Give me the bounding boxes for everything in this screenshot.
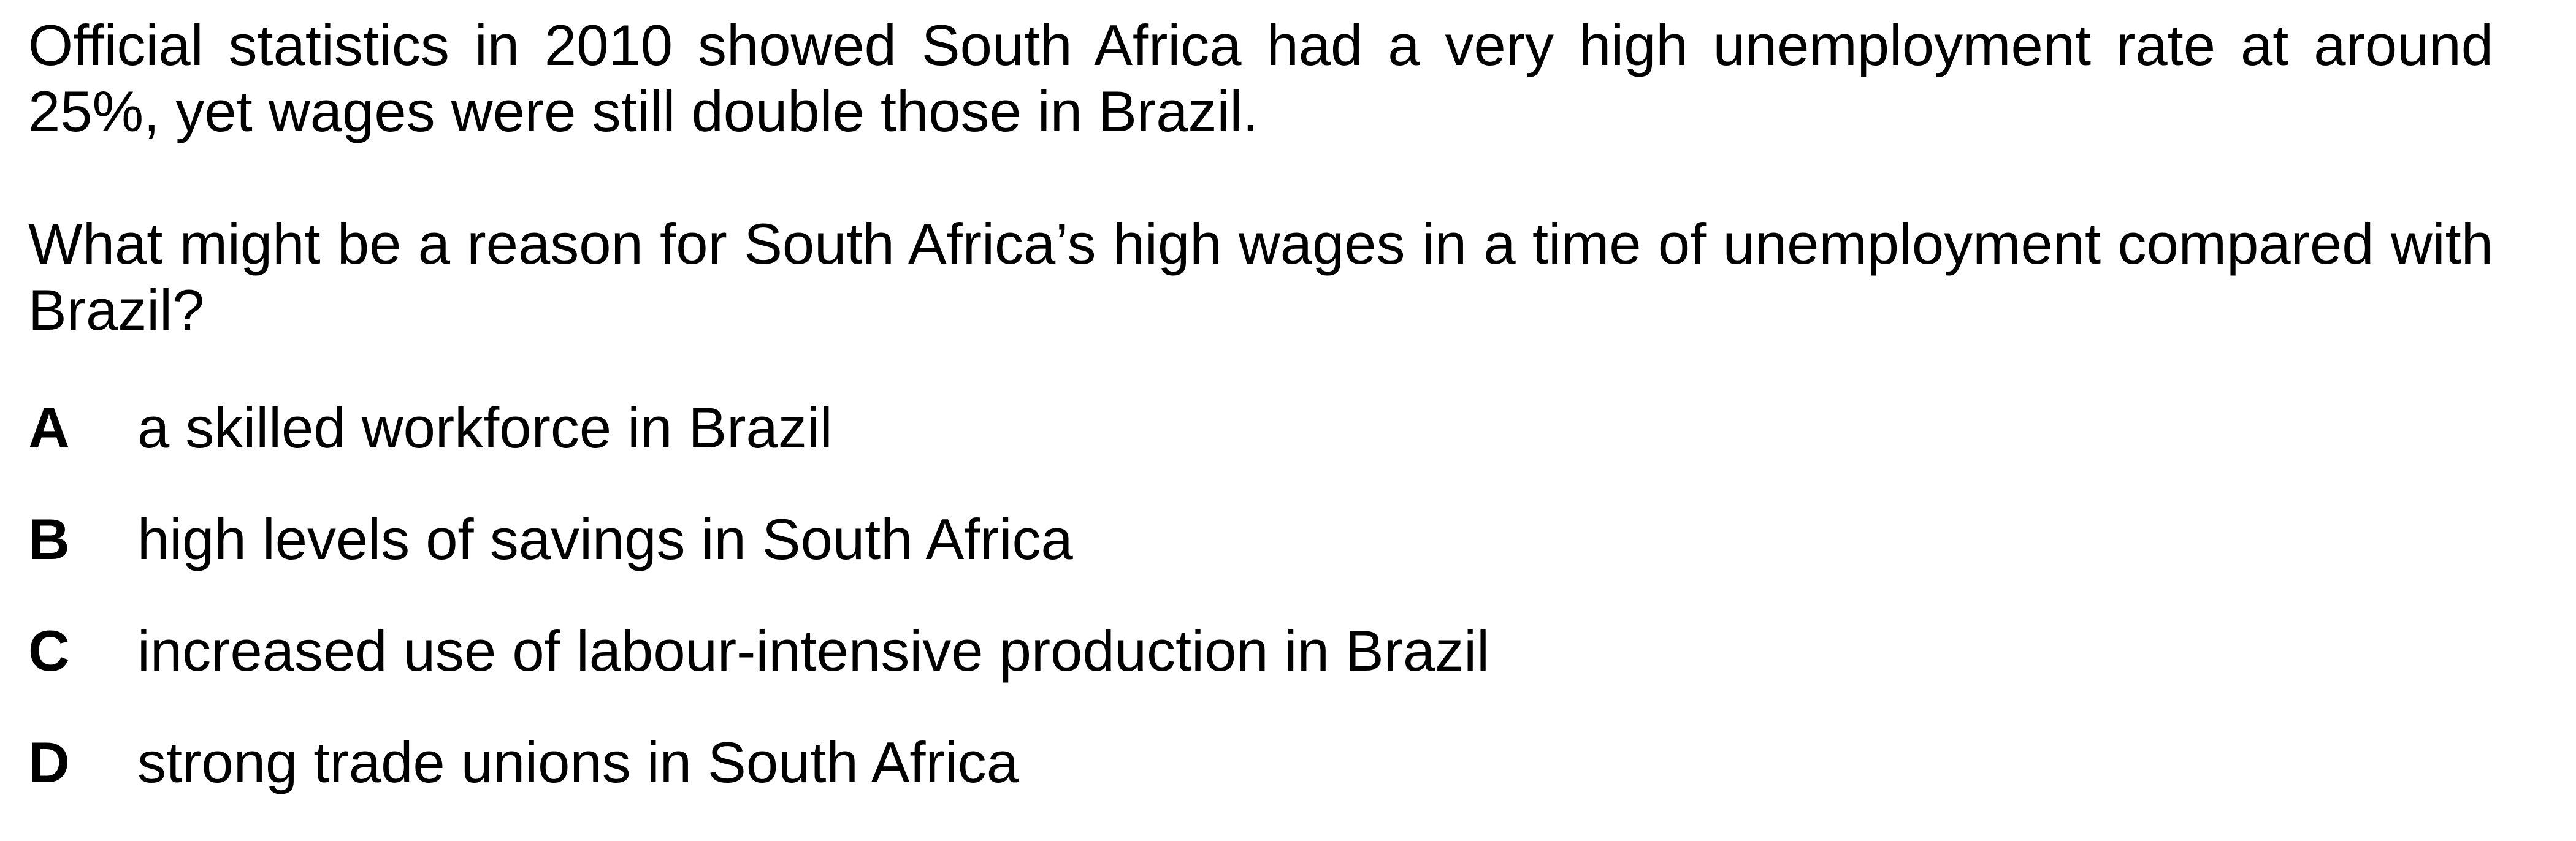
option-letter: C xyxy=(28,618,70,683)
option-letter: B xyxy=(28,507,70,571)
option-c: C increased use of labour-intensive prod… xyxy=(28,618,2493,729)
option-text: high levels of savings in South Africa xyxy=(137,507,1073,571)
option-a: A a skilled workforce in Brazil xyxy=(28,395,2493,506)
option-text: a skilled workforce in Brazil xyxy=(137,395,833,460)
option-text: strong trade unions in South Africa xyxy=(137,730,1019,794)
option-d: D strong trade unions in South Africa xyxy=(28,729,2493,841)
question-context: Official statistics in 2010 showed South… xyxy=(28,13,2493,143)
option-b: B high levels of savings in South Africa xyxy=(28,506,2493,618)
option-letter: A xyxy=(28,395,70,460)
answer-options: A a skilled workforce in Brazil B high l… xyxy=(28,395,2493,841)
question-page: Official statistics in 2010 showed South… xyxy=(28,12,2493,841)
option-letter: D xyxy=(28,730,70,794)
question-prompt: What might be a reason for South Africa’… xyxy=(28,211,2493,342)
option-text: increased use of labour-intensive produc… xyxy=(137,618,1490,683)
